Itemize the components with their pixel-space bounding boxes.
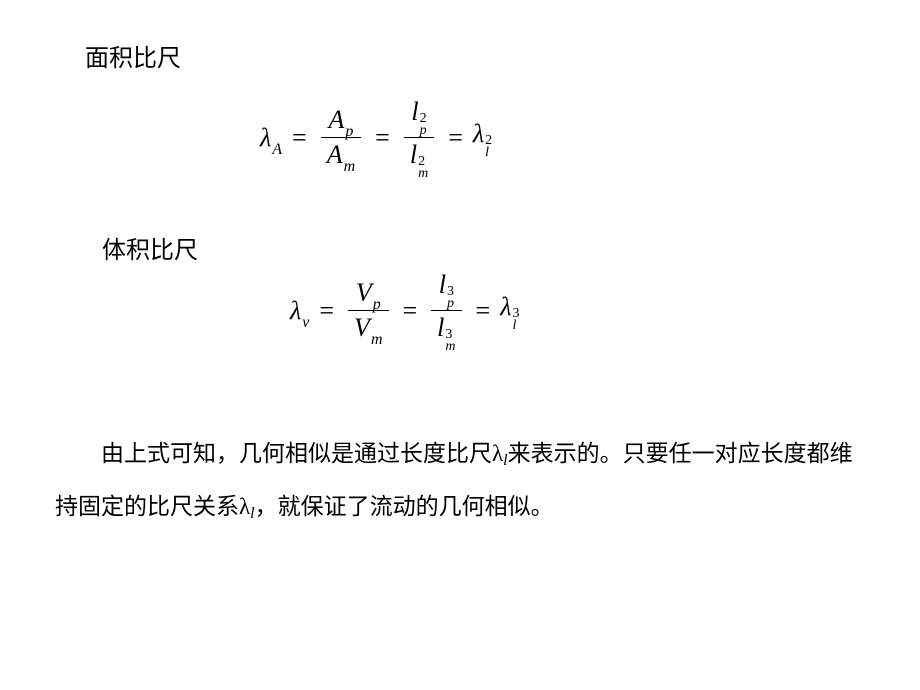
f1-rhs-base: λ bbox=[473, 119, 484, 149]
f2-frac2-num-sub: p bbox=[447, 298, 454, 310]
f1-frac2-num-sub: p bbox=[420, 125, 427, 137]
formula1-frac1: A p A m bbox=[321, 103, 361, 172]
f2-rhs-base: λ bbox=[500, 292, 511, 322]
f1-frac2-den-sub: m bbox=[418, 168, 428, 180]
para-part1: 由上式可知，几何相似是通过长度比尺 bbox=[55, 441, 492, 466]
formula1-lhs-base: λ bbox=[260, 123, 271, 153]
f2-frac2-num-base: l bbox=[439, 270, 446, 300]
f1-frac1-den-sub: m bbox=[344, 158, 356, 176]
formula1-eq2: = bbox=[375, 123, 390, 153]
f2-frac1-den-sub: m bbox=[371, 331, 383, 349]
formula2-frac1: V p V m bbox=[348, 276, 388, 345]
formula2-eq1: = bbox=[319, 296, 334, 326]
f2-lhs-base: λ bbox=[290, 296, 301, 326]
f2-frac2-den-sub: m bbox=[445, 341, 455, 353]
formula2-lhs: λ v bbox=[290, 296, 309, 326]
f1-frac2-num-base: l bbox=[411, 97, 418, 127]
summary-paragraph: 由上式可知，几何相似是通过长度比尺λl来表示的。只要任一对应长度都维持固定的比尺… bbox=[55, 428, 875, 534]
formula-area-ratio: λ A = A p A m = l 2 p l 2 m = bbox=[260, 95, 492, 180]
f1-frac1-num-base: A bbox=[329, 105, 345, 135]
formula1-rhs: λ 2 l bbox=[473, 119, 492, 157]
formula1-eq1: = bbox=[292, 123, 307, 153]
formula1-frac2: l 2 p l 2 m bbox=[404, 95, 434, 180]
formula1-eq3: = bbox=[448, 123, 463, 153]
f2-lhs-sub: v bbox=[302, 314, 309, 332]
formula2-rhs: λ 3 l bbox=[500, 292, 519, 330]
para-lambda2: λ bbox=[239, 494, 250, 519]
f2-frac1-den-base: V bbox=[354, 313, 370, 343]
formula2-eq3: = bbox=[476, 296, 491, 326]
formula2-frac2: l 3 p l 3 m bbox=[431, 268, 461, 353]
formula1-lhs: λ A bbox=[260, 123, 282, 153]
f1-rhs-sub: l bbox=[485, 147, 492, 159]
f2-frac1-num-sub: p bbox=[373, 296, 381, 314]
formula1-lhs-sub: A bbox=[272, 141, 282, 159]
f2-frac1-num-base: V bbox=[356, 278, 372, 308]
f1-frac2-den-base: l bbox=[410, 140, 417, 170]
para-part3: ，就保证了流动的几何相似。 bbox=[255, 494, 554, 519]
f2-rhs-sub: l bbox=[512, 320, 519, 332]
formula-volume-ratio: λ v = V p V m = l 3 p l 3 m = bbox=[290, 268, 519, 353]
formula2-eq2: = bbox=[403, 296, 418, 326]
heading-area-ratio: 面积比尺 bbox=[85, 38, 181, 73]
para-sub2: l bbox=[250, 505, 254, 522]
f1-frac1-num-sub: p bbox=[345, 123, 353, 141]
heading-volume-ratio: 体积比尺 bbox=[102, 230, 198, 265]
para-lambda1: λ bbox=[492, 441, 503, 466]
f2-frac2-den-base: l bbox=[437, 313, 444, 343]
para-sub1: l bbox=[503, 452, 507, 469]
f1-frac1-den-base: A bbox=[327, 140, 343, 170]
